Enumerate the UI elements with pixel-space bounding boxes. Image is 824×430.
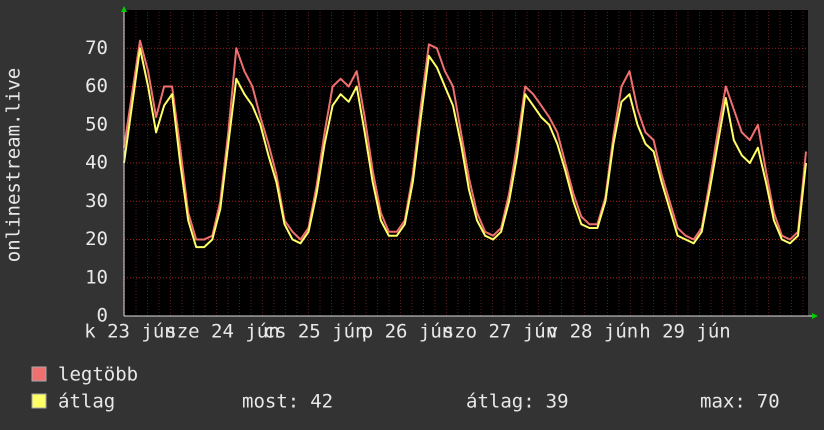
x-tick-label: k 23 jún bbox=[84, 321, 176, 343]
grid bbox=[124, 47, 808, 317]
x-arrow bbox=[812, 313, 818, 319]
y-tick-label: 20 bbox=[85, 228, 108, 250]
y-tick-label: 70 bbox=[85, 37, 108, 59]
legend-label: átlag bbox=[58, 391, 115, 413]
y-tick-label: 40 bbox=[85, 152, 108, 174]
stat-value: 42 bbox=[310, 391, 333, 413]
x-tick-label: h 29 jún bbox=[639, 321, 731, 343]
x-tick-label: cs 25 jún bbox=[264, 321, 367, 343]
x-tick-label: szo 27 jún bbox=[443, 321, 557, 343]
stat-value: 39 bbox=[546, 391, 569, 413]
legend-swatch bbox=[31, 393, 47, 409]
x-tick-label: sze 24 jún bbox=[165, 321, 279, 343]
x-tick-label: v 28 jún bbox=[547, 321, 639, 343]
stat-label: most: bbox=[242, 391, 299, 413]
legend-swatch bbox=[31, 366, 47, 382]
y-axis-label: onlinestream.live bbox=[3, 68, 25, 262]
series-line bbox=[123, 47, 807, 249]
legend-label: legtöbb bbox=[58, 364, 138, 386]
y-tick-label: 60 bbox=[85, 75, 108, 97]
stat-label: max: bbox=[700, 391, 746, 413]
lines bbox=[123, 39, 807, 249]
stat-value: 70 bbox=[757, 391, 780, 413]
y-tick-label: 10 bbox=[85, 266, 108, 288]
y-tick-label: 30 bbox=[85, 190, 108, 212]
x-tick-label: p 26 jún bbox=[362, 321, 454, 343]
series-line bbox=[123, 39, 807, 241]
y-tick-label: 50 bbox=[85, 113, 108, 135]
y-arrow bbox=[121, 6, 127, 12]
stat-label: átlag: bbox=[466, 391, 535, 413]
y-tick-label: 0 bbox=[97, 305, 108, 327]
